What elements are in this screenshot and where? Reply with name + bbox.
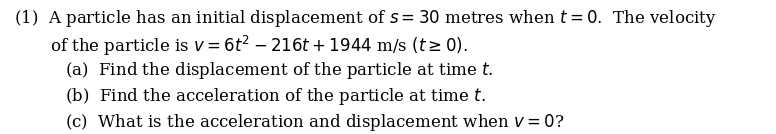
- Text: (1)  A particle has an initial displacement of $s = 30$ metres when $t = 0$.  Th: (1) A particle has an initial displaceme…: [14, 8, 717, 29]
- Text: (b)  Find the acceleration of the particle at time $t$.: (b) Find the acceleration of the particl…: [65, 86, 486, 107]
- Text: of the particle is $v = 6t^2 - 216t + 1944$ m/s $(t \geq 0)$.: of the particle is $v = 6t^2 - 216t + 19…: [50, 34, 468, 58]
- Text: (a)  Find the displacement of the particle at time $t$.: (a) Find the displacement of the particl…: [65, 60, 494, 81]
- Text: (c)  What is the acceleration and displacement when $v = 0$?: (c) What is the acceleration and displac…: [65, 112, 565, 133]
